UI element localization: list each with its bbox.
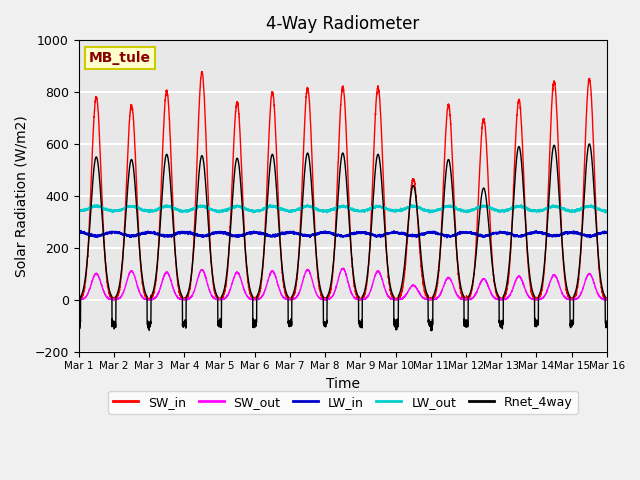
SW_in: [323, 294, 331, 300]
Y-axis label: Solar Radiation (W/m2): Solar Radiation (W/m2): [15, 115, 29, 276]
SW_out: [461, 297, 469, 302]
SW_out: [170, 287, 177, 292]
Rnet_4way: [170, 228, 177, 233]
LW_in: [603, 229, 611, 235]
Rnet_4way: [432, 286, 440, 291]
Rnet_4way: [461, 318, 469, 324]
SW_out: [492, 295, 499, 301]
SW_out: [339, 265, 347, 271]
SW_out: [323, 297, 331, 302]
SW_in: [76, 297, 84, 302]
LW_in: [492, 230, 499, 236]
LW_in: [75, 229, 83, 235]
Title: 4-Way Radiometer: 4-Way Radiometer: [266, 15, 419, 33]
SW_in: [75, 296, 83, 302]
SW_in: [492, 285, 499, 291]
LW_out: [432, 208, 440, 214]
LW_in: [170, 232, 177, 238]
X-axis label: Time: Time: [326, 377, 360, 391]
LW_in: [603, 229, 611, 235]
LW_out: [75, 208, 83, 214]
SW_in: [198, 69, 205, 74]
SW_in: [603, 297, 611, 302]
LW_out: [603, 208, 611, 214]
Line: SW_in: SW_in: [79, 72, 607, 300]
Rnet_4way: [75, 323, 83, 329]
LW_out: [303, 202, 311, 207]
LW_in: [432, 231, 440, 237]
LW_in: [443, 235, 451, 240]
Rnet_4way: [323, 320, 331, 326]
Line: LW_in: LW_in: [79, 230, 607, 238]
LW_out: [461, 208, 469, 214]
Rnet_4way: [603, 318, 611, 324]
LW_in: [461, 230, 469, 236]
SW_in: [461, 297, 469, 302]
Legend: SW_in, SW_out, LW_in, LW_out, Rnet_4way: SW_in, SW_out, LW_in, LW_out, Rnet_4way: [108, 391, 577, 414]
LW_out: [426, 210, 433, 216]
SW_out: [603, 297, 611, 302]
SW_out: [75, 297, 83, 302]
LW_out: [323, 208, 331, 214]
Line: Rnet_4way: Rnet_4way: [79, 144, 607, 331]
Rnet_4way: [603, 324, 611, 330]
LW_out: [492, 208, 499, 214]
Rnet_4way: [586, 141, 593, 147]
Rnet_4way: [491, 282, 499, 288]
Line: LW_out: LW_out: [79, 204, 607, 213]
SW_out: [75, 297, 83, 302]
SW_in: [432, 288, 440, 294]
SW_in: [603, 297, 611, 302]
Text: MB_tule: MB_tule: [89, 51, 151, 65]
SW_in: [170, 220, 177, 226]
Rnet_4way: [428, 328, 435, 334]
LW_out: [603, 209, 611, 215]
Line: SW_out: SW_out: [79, 268, 607, 300]
LW_out: [170, 206, 177, 212]
LW_in: [323, 229, 331, 235]
LW_in: [77, 228, 85, 233]
SW_out: [603, 297, 611, 302]
SW_out: [432, 296, 440, 301]
